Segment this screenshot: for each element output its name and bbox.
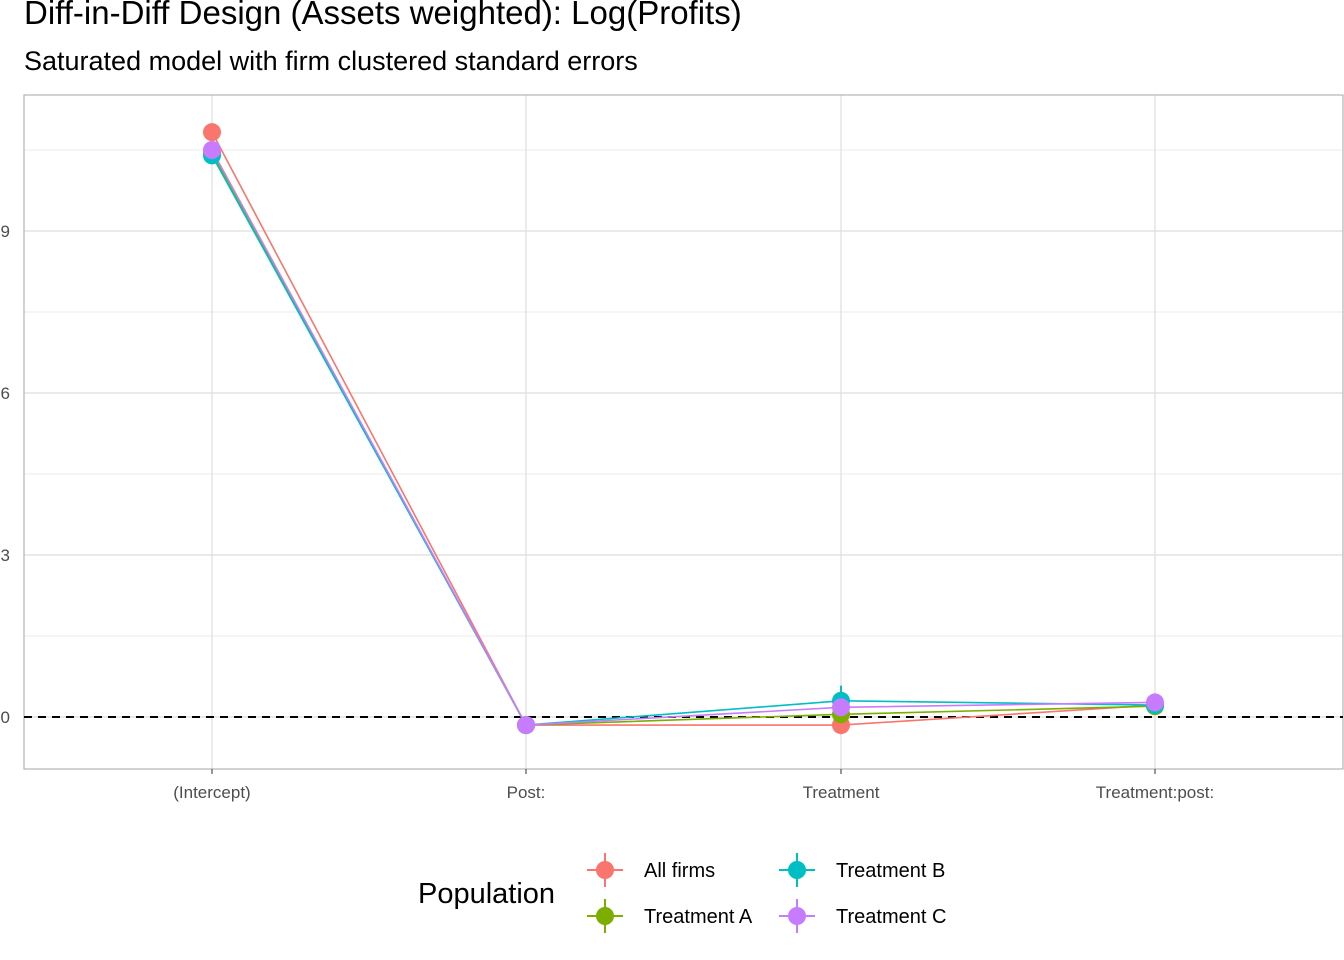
series-line-all-firms bbox=[211, 131, 1156, 726]
legend-title: Population bbox=[418, 878, 555, 910]
data-point-treatment-c bbox=[832, 698, 850, 717]
x-tick-label: (Intercept) bbox=[173, 783, 250, 802]
plot-panel-border bbox=[23, 94, 1344, 770]
legend-key-point bbox=[596, 907, 614, 925]
legend-item-all-firms: All firms bbox=[587, 853, 715, 887]
y-axis-ticks: 0 3 6 9 bbox=[1, 222, 10, 727]
series-points bbox=[203, 123, 1164, 735]
x-tick-label: Post: bbox=[507, 783, 546, 802]
legend-item-treatment-c: Treatment C bbox=[779, 899, 946, 933]
data-point-treatment-c bbox=[517, 716, 535, 735]
series-lines bbox=[211, 131, 1156, 726]
data-point-all-firms bbox=[203, 123, 221, 142]
legend-item-treatment-b: Treatment B bbox=[779, 853, 945, 887]
grid-lines bbox=[24, 95, 1343, 769]
legend-item-treatment-a: Treatment A bbox=[587, 899, 753, 933]
y-tick-label: 9 bbox=[1, 222, 10, 241]
legend-label: All firms bbox=[644, 860, 715, 882]
data-point-treatment-c bbox=[1146, 693, 1164, 712]
legend: Population All firms Treatment A Treatment… bbox=[418, 853, 946, 933]
legend-key-point bbox=[788, 861, 806, 879]
series-line-treatment-a bbox=[211, 152, 1156, 726]
series-line-treatment-c bbox=[211, 149, 1156, 726]
y-tick-label: 0 bbox=[1, 708, 10, 727]
chart-subtitle: Saturated model with firm clustered stan… bbox=[24, 46, 638, 76]
data-point-treatment-c bbox=[203, 141, 221, 159]
series-line-treatment-b bbox=[211, 155, 1156, 726]
legend-key-point bbox=[596, 861, 614, 879]
legend-label: Treatment C bbox=[836, 906, 946, 928]
y-tick-label: 3 bbox=[1, 546, 10, 565]
legend-label: Treatment B bbox=[836, 860, 945, 882]
x-tick-label: Treatment:post: bbox=[1096, 783, 1214, 802]
legend-label: Treatment A bbox=[644, 906, 753, 928]
chart-title: Diff-in-Diff Design (Assets weighted): L… bbox=[24, 0, 742, 31]
y-tick-label: 6 bbox=[1, 384, 10, 403]
x-tick-label: Treatment bbox=[803, 783, 880, 802]
legend-key-point bbox=[788, 907, 806, 925]
x-axis-ticks: (Intercept) Post: Treatment Treatment:post: bbox=[173, 769, 1214, 802]
